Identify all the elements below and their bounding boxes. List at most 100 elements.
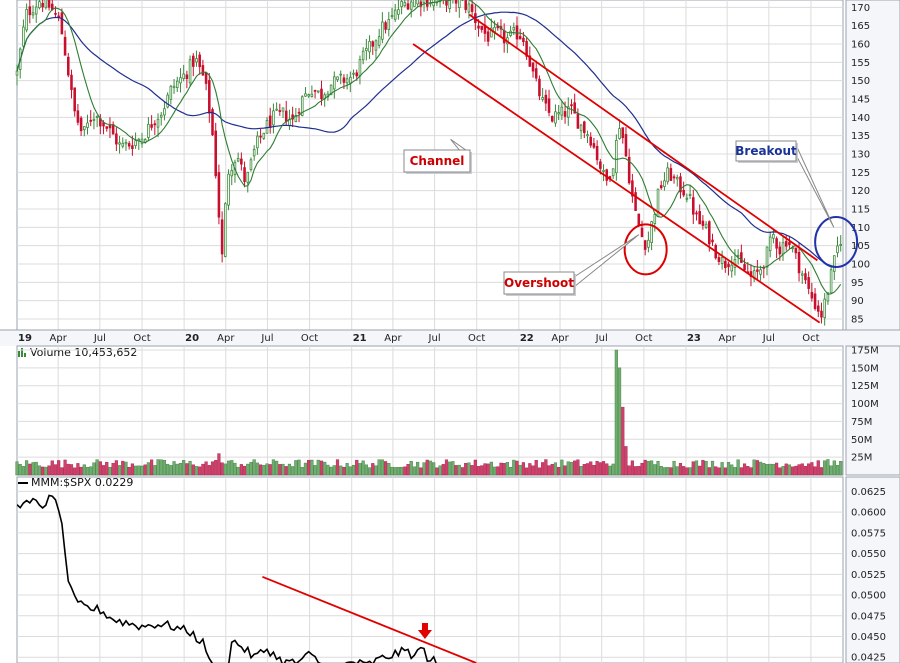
volume-bar	[775, 462, 779, 476]
candle-body	[38, 1, 41, 9]
candle-body	[227, 173, 230, 206]
volume-bar	[460, 467, 465, 476]
candle-body	[717, 257, 721, 262]
volume-bar	[656, 460, 660, 476]
candle-body	[342, 77, 346, 83]
candle-body	[422, 0, 426, 4]
volume-bar	[21, 466, 25, 476]
volume-bar	[666, 467, 670, 476]
candle-body	[83, 126, 86, 131]
volume-bar	[480, 465, 484, 476]
volume-panel: Volume 10,453,652 25M 50M 75M 100M 125M 150M 17…	[15, 345, 900, 476]
volume-bar	[262, 465, 266, 476]
volume-bar	[768, 463, 772, 476]
candle-body	[320, 88, 323, 100]
candle-body	[816, 305, 820, 312]
volume-bar	[457, 464, 461, 476]
volume-bar	[44, 466, 48, 476]
volume-bar	[573, 460, 577, 476]
volume-bar	[342, 466, 346, 476]
candle-body	[550, 115, 554, 122]
volume-bar	[617, 367, 622, 476]
candle-body	[236, 158, 240, 162]
volume-bar	[85, 467, 90, 476]
volume-bar	[534, 460, 538, 476]
candle-body	[211, 109, 214, 136]
volume-bar	[259, 464, 263, 476]
candle-body	[214, 130, 217, 177]
x-year-label: 20	[185, 333, 199, 344]
ratio-tick-label: 0.0550	[851, 549, 886, 560]
volume-bar	[803, 466, 808, 476]
candle-body	[195, 58, 198, 63]
channel-upper-line	[468, 13, 818, 262]
volume-bar	[121, 460, 125, 476]
volume-title: Volume 10,453,652	[18, 346, 137, 359]
candle-body	[829, 269, 833, 294]
ma-long-line	[16, 11, 841, 268]
ratio-axis-area	[845, 476, 900, 663]
candle-body	[79, 117, 83, 132]
candle-body	[486, 31, 490, 42]
volume-bar	[217, 453, 221, 476]
candle-body	[740, 252, 743, 263]
volume-bar	[598, 462, 602, 476]
candle-body	[784, 241, 788, 247]
callout-label: Channel	[410, 154, 465, 168]
candle-body	[640, 227, 644, 238]
candle-body	[70, 74, 73, 91]
volume-bar	[691, 461, 695, 476]
candle-body	[743, 264, 746, 271]
volume-bar	[201, 463, 205, 476]
volume-bar	[826, 459, 830, 476]
volume-bar	[698, 465, 702, 476]
x-year-label: 19	[18, 333, 32, 344]
candle-body	[60, 12, 64, 35]
volume-bar	[175, 463, 179, 476]
candle-body	[34, 6, 38, 15]
candle-body	[105, 126, 109, 129]
candle-body	[631, 180, 634, 197]
price-axis-area	[845, 0, 900, 331]
candle-body	[339, 73, 342, 76]
x-month-label: Jul	[762, 333, 775, 344]
candle-body	[794, 247, 798, 254]
volume-bar	[605, 463, 609, 476]
volume-bar	[60, 467, 64, 476]
candle-body	[272, 110, 275, 126]
candle-body	[724, 260, 727, 268]
volume-bar	[637, 466, 641, 476]
volume-bar	[287, 463, 292, 476]
candle-body	[679, 176, 682, 193]
volume-bar	[682, 466, 686, 476]
candle-body	[820, 310, 823, 318]
candle-body	[736, 254, 740, 257]
x-month-label: Oct	[301, 333, 318, 344]
candle-body	[73, 87, 76, 112]
ratio-tick-label: 0.0425	[851, 653, 886, 663]
candle-body	[756, 269, 759, 272]
volume-bar	[444, 459, 449, 476]
x-year-label: 21	[353, 333, 367, 344]
volume-bar	[134, 465, 138, 476]
volume-bar	[169, 465, 173, 476]
candle-body	[637, 213, 641, 227]
volume-bar	[409, 461, 413, 476]
ratio-panel: MMM:$SPX 0.0229 0.0425 0.0450 0.0475 0.0500 0…	[16, 476, 900, 663]
volume-bar	[451, 461, 455, 476]
callout-label: Overshoot	[504, 276, 574, 290]
volume-bar	[634, 466, 638, 476]
volume-bar	[454, 465, 458, 476]
candle-body	[336, 76, 339, 81]
candle-body	[115, 133, 118, 145]
volume-bar	[89, 466, 93, 476]
volume-bar	[137, 465, 141, 476]
candle-body	[833, 255, 836, 272]
candle-body	[701, 220, 705, 226]
volume-bar	[150, 459, 154, 476]
x-year-label: 23	[687, 333, 701, 344]
candle-body	[605, 169, 609, 181]
candle-body	[650, 221, 653, 243]
channel-callout: Channel	[403, 138, 472, 174]
